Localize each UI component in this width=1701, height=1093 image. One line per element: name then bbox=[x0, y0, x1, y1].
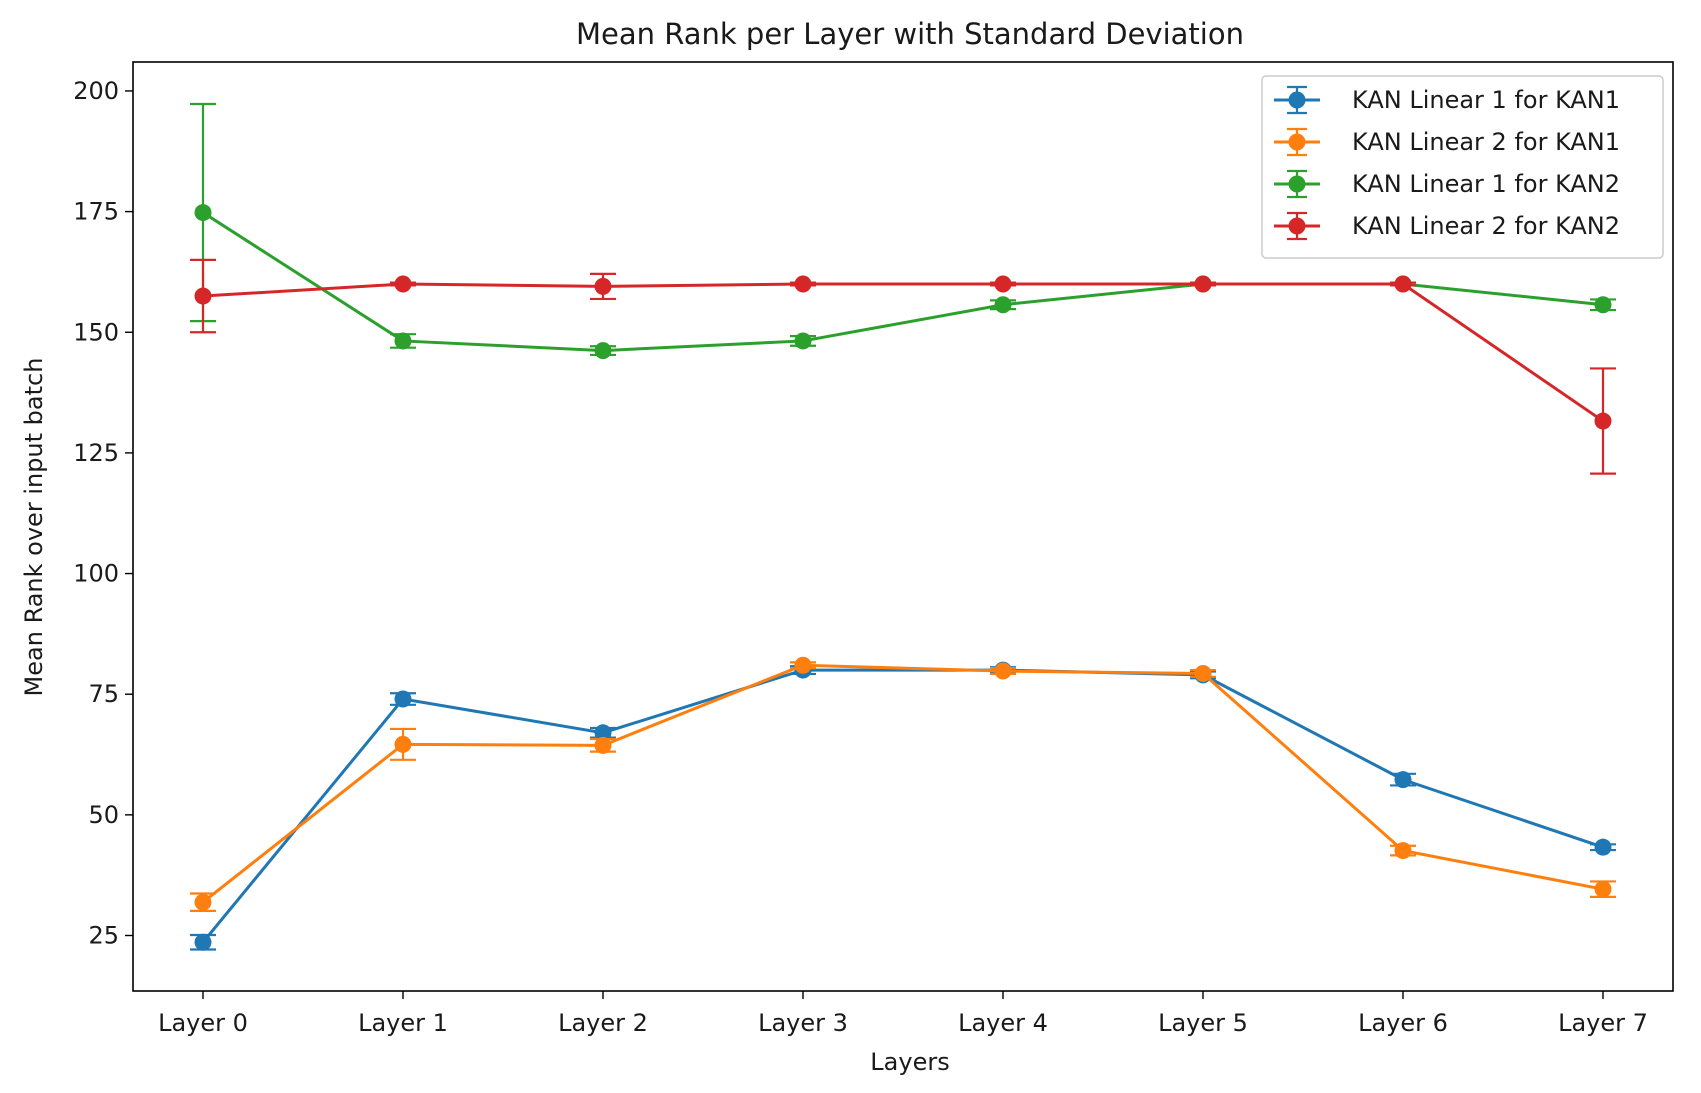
legend-item: KAN Linear 2 for KAN2 bbox=[1274, 211, 1620, 241]
data-point bbox=[794, 275, 812, 293]
series-layer bbox=[190, 102, 1616, 951]
series-2 bbox=[190, 656, 1616, 912]
data-point bbox=[594, 342, 612, 360]
x-tick-label: Layer 3 bbox=[758, 1009, 848, 1037]
data-point bbox=[1194, 275, 1212, 293]
data-point bbox=[194, 893, 212, 911]
data-point bbox=[194, 287, 212, 305]
x-tick-label: Layer 1 bbox=[358, 1009, 448, 1037]
legend-marker bbox=[1288, 217, 1306, 235]
data-point bbox=[594, 724, 612, 742]
y-tick-label: 100 bbox=[73, 560, 119, 588]
legend-box bbox=[1261, 75, 1664, 259]
data-point bbox=[1394, 275, 1412, 293]
legend-marker bbox=[1288, 175, 1306, 193]
legend-item: KAN Linear 1 for KAN2 bbox=[1274, 169, 1620, 199]
data-point bbox=[1394, 771, 1412, 789]
x-tick-label: Layer 4 bbox=[958, 1009, 1048, 1037]
data-point bbox=[1594, 296, 1612, 314]
y-tick-label: 75 bbox=[88, 680, 119, 708]
x-tick-label: Layer 2 bbox=[558, 1009, 648, 1037]
series-line bbox=[202, 663, 1604, 904]
data-point bbox=[194, 204, 212, 222]
series-4 bbox=[190, 258, 1616, 475]
legend-label: KAN Linear 1 for KAN2 bbox=[1352, 170, 1620, 198]
series-line bbox=[201, 668, 1604, 944]
legend-label: KAN Linear 2 for KAN1 bbox=[1352, 128, 1620, 156]
x-tick-label: Layer 7 bbox=[1558, 1009, 1648, 1037]
x-tick-label: Layer 6 bbox=[1358, 1009, 1448, 1037]
x-axis-label: Layers bbox=[870, 1048, 949, 1076]
data-point bbox=[394, 690, 412, 708]
data-point bbox=[394, 275, 412, 293]
data-point bbox=[1194, 664, 1212, 682]
legend-marker bbox=[1288, 133, 1306, 151]
chart-title: Mean Rank per Layer with Standard Deviat… bbox=[576, 17, 1244, 51]
y-tick-label: 200 bbox=[73, 77, 119, 105]
data-point bbox=[1594, 880, 1612, 898]
x-tick-label: Layer 0 bbox=[158, 1009, 248, 1037]
legend-item: KAN Linear 1 for KAN1 bbox=[1274, 85, 1620, 115]
data-point bbox=[1594, 838, 1612, 856]
y-tick-label: 50 bbox=[88, 801, 119, 829]
x-tick-label: Layer 5 bbox=[1158, 1009, 1248, 1037]
series-line bbox=[202, 282, 1604, 423]
legend: KAN Linear 1 for KAN1 KAN Linear 2 for KA… bbox=[1261, 75, 1664, 259]
data-point bbox=[794, 332, 812, 350]
legend-label: KAN Linear 2 for KAN2 bbox=[1352, 212, 1620, 240]
y-tick-label: 125 bbox=[73, 439, 119, 467]
data-point bbox=[594, 277, 612, 295]
data-point bbox=[194, 933, 212, 951]
y-tick-label: 25 bbox=[88, 922, 119, 950]
data-point bbox=[994, 296, 1012, 314]
data-point bbox=[1394, 842, 1412, 860]
data-point bbox=[1594, 412, 1612, 430]
data-point bbox=[394, 332, 412, 350]
data-point bbox=[994, 275, 1012, 293]
data-point bbox=[394, 735, 412, 753]
y-axis-label: Mean Rank over input batch bbox=[20, 358, 48, 697]
y-tick-label: 150 bbox=[73, 318, 119, 346]
data-point bbox=[594, 736, 612, 754]
axes-layer: 25 50 75 100 125 150 175 200 Layer 0 Layer 1 Layer… bbox=[73, 61, 1674, 1037]
data-point bbox=[994, 662, 1012, 680]
legend-label: KAN Linear 1 for KAN1 bbox=[1352, 86, 1620, 114]
legend-marker bbox=[1288, 91, 1306, 109]
y-tick-label: 175 bbox=[73, 198, 119, 226]
plot-frame bbox=[132, 61, 1674, 992]
legend-item: KAN Linear 2 for KAN1 bbox=[1274, 127, 1620, 157]
data-point bbox=[794, 656, 812, 674]
